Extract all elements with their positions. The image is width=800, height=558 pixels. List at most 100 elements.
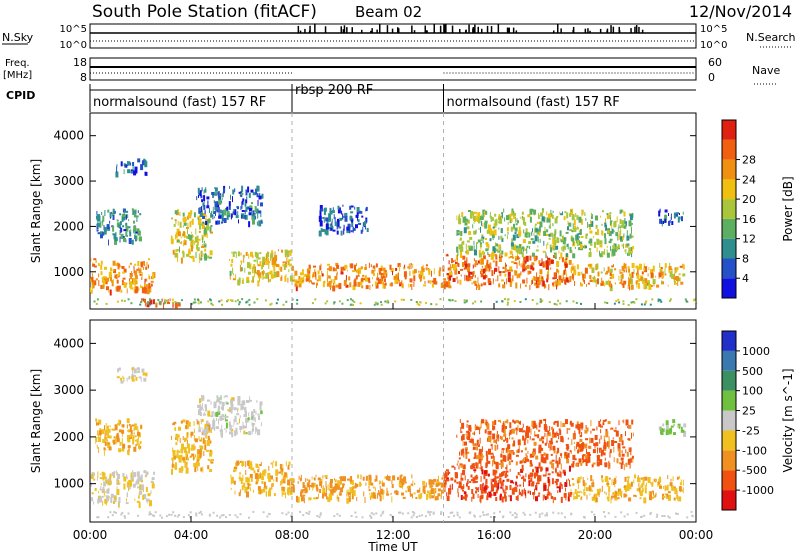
- power-cell-9: [443, 284, 447, 287]
- power-cell-7: [355, 275, 358, 280]
- power-cell-10: [562, 239, 566, 245]
- velocity-cell-8: [515, 454, 519, 457]
- velocity-cell-7: [519, 484, 522, 487]
- velocity-cell-1: [114, 438, 117, 445]
- power-ground-cell: [657, 298, 660, 301]
- velocity-cell-3: [171, 468, 173, 475]
- power-cell-8: [327, 217, 331, 222]
- velocity-cell-9: [643, 497, 647, 504]
- velocity-cell-8: [524, 447, 527, 451]
- power-cell-8: [343, 224, 345, 231]
- power-cell-9: [561, 278, 564, 283]
- velocity-cell-6: [340, 476, 344, 482]
- velocity-cell-8: [476, 426, 479, 430]
- power-cell-2: [144, 161, 148, 168]
- power-cell-6: [247, 262, 250, 269]
- power-cell-10: [500, 235, 503, 240]
- velocity-cell-3: [178, 426, 181, 431]
- velocity-cell-4: [221, 414, 225, 418]
- velocity-ground-cell: [319, 512, 322, 515]
- nsky-spike: [557, 23, 559, 33]
- power-cell-0: [116, 285, 120, 292]
- velocity-cell-0: [136, 500, 140, 503]
- power-cell-10: [516, 218, 518, 223]
- velocity-cell-8: [623, 464, 625, 471]
- velocity-cell-7: [483, 490, 485, 494]
- velocity-cell-7: [547, 476, 550, 483]
- colorbar-swatch: [722, 370, 736, 391]
- power-cell-7: [382, 284, 385, 289]
- power-cell-8: [350, 205, 354, 208]
- power-cell-5: [261, 193, 264, 199]
- power-cell-4: [198, 253, 200, 260]
- velocity-cell-3: [189, 433, 191, 436]
- power-cell-9: [454, 259, 456, 262]
- power-cell-6: [246, 280, 250, 284]
- velocity-cell-7: [460, 472, 462, 478]
- velocity-cell-7: [552, 497, 554, 504]
- power-cell-11: [645, 283, 648, 289]
- power-cell-10: [567, 220, 569, 225]
- power-cell-11: [643, 267, 646, 271]
- nave-tick-bottom: 0: [708, 71, 715, 84]
- velocity-cell-3: [191, 444, 195, 451]
- power-cell-9: [448, 260, 450, 265]
- velocity-cell-0: [110, 497, 113, 504]
- velocity-cell-8: [478, 456, 482, 463]
- velocity-cell-8: [553, 448, 556, 454]
- power-cell-0: [98, 280, 100, 286]
- power-cell-8: [322, 229, 326, 232]
- power-cell-11: [675, 276, 676, 281]
- power-cell-10: [631, 227, 632, 234]
- power-cell-10: [580, 236, 584, 238]
- velocity-cell-6: [322, 475, 324, 479]
- velocity-cell-6: [302, 489, 306, 491]
- power-cell-11: [587, 282, 590, 285]
- power-cell-7: [342, 266, 346, 271]
- velocity-cell-8: [509, 431, 511, 434]
- velocity-ground-cell: [401, 512, 404, 515]
- velocity-cell-7: [480, 494, 483, 499]
- velocity-ground-cell: [640, 516, 643, 518]
- velocity-cell-2: [138, 369, 140, 372]
- velocity-cell-9: [644, 484, 646, 489]
- velocity-cell-7: [539, 475, 542, 482]
- velocity-cell-8: [509, 422, 512, 429]
- velocity-ground-cell: [299, 510, 302, 513]
- velocity-cell-8: [539, 448, 541, 453]
- power-cell-9: [522, 279, 526, 284]
- power-cell-10: [611, 223, 613, 229]
- velocity-cell-8: [596, 426, 598, 431]
- velocity-cell-2: [133, 375, 136, 377]
- velocity-cell-4: [199, 398, 201, 404]
- power-cell-3: [146, 302, 150, 308]
- power-cell-1: [128, 238, 132, 244]
- power-cell-6: [232, 278, 236, 281]
- power-cell-6: [245, 252, 248, 256]
- velocity-cell-8: [552, 446, 556, 451]
- power-cell-7: [440, 283, 444, 288]
- velocity-cell-8: [498, 463, 501, 466]
- power-cell-3: [172, 302, 174, 308]
- velocity-cell-8: [628, 424, 630, 429]
- power-cell-5: [221, 221, 223, 224]
- power-cell-7: [418, 270, 420, 273]
- velocity-cell-4: [206, 420, 208, 424]
- power-cell-10: [585, 233, 588, 239]
- power-cell-5: [217, 191, 220, 195]
- velocity-cell-8: [508, 461, 511, 466]
- power-cell-10: [601, 251, 605, 255]
- velocity-cell-2: [137, 371, 141, 373]
- velocity-cell-8: [472, 446, 476, 450]
- power-cell-11: [583, 273, 586, 279]
- power-cell-7: [365, 285, 369, 290]
- power-cell-10: [499, 216, 501, 220]
- power-cell-9: [473, 280, 477, 284]
- power-cell-11: [577, 271, 581, 276]
- power-cell-7: [345, 284, 349, 288]
- velocity-cell-7: [541, 468, 543, 471]
- power-cell-5: [213, 200, 215, 204]
- power-cell-9: [526, 277, 528, 284]
- power-ground-cell: [630, 301, 633, 304]
